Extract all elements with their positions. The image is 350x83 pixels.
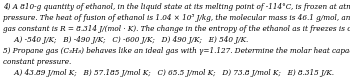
Text: A) 43.89 J/mol K;   B) 57.185 J/mol K;   C) 65.5 J/mol K;   D) 73.8 J/mol K;   E: A) 43.89 J/mol K; B) 57.185 J/mol K; C) …: [3, 69, 334, 77]
Text: 5) Propane gas (C₃H₈) behaves like an ideal gas with γ=1.127. Determine the mola: 5) Propane gas (C₃H₈) behaves like an id…: [3, 47, 350, 55]
Text: pressure. The heat of fusion of ethanol is 1.04 × 10⁵ J/kg, the molecular mass i: pressure. The heat of fusion of ethanol …: [3, 14, 350, 22]
Text: A) -540 J/K;   B) -490 J/K;   C) -600 J/K;   D) 490 J/K;   E) 540 J/K.: A) -540 J/K; B) -490 J/K; C) -600 J/K; D…: [3, 36, 248, 44]
Text: 4) A 810-g quantity of ethanol, in the liquid state at its melting point of -114: 4) A 810-g quantity of ethanol, in the l…: [3, 3, 350, 11]
Text: constant pressure.: constant pressure.: [3, 58, 71, 66]
Text: gas constant is R = 8.314 J/(mol · K). The change in the entropy of the ethanol : gas constant is R = 8.314 J/(mol · K). T…: [3, 25, 350, 33]
